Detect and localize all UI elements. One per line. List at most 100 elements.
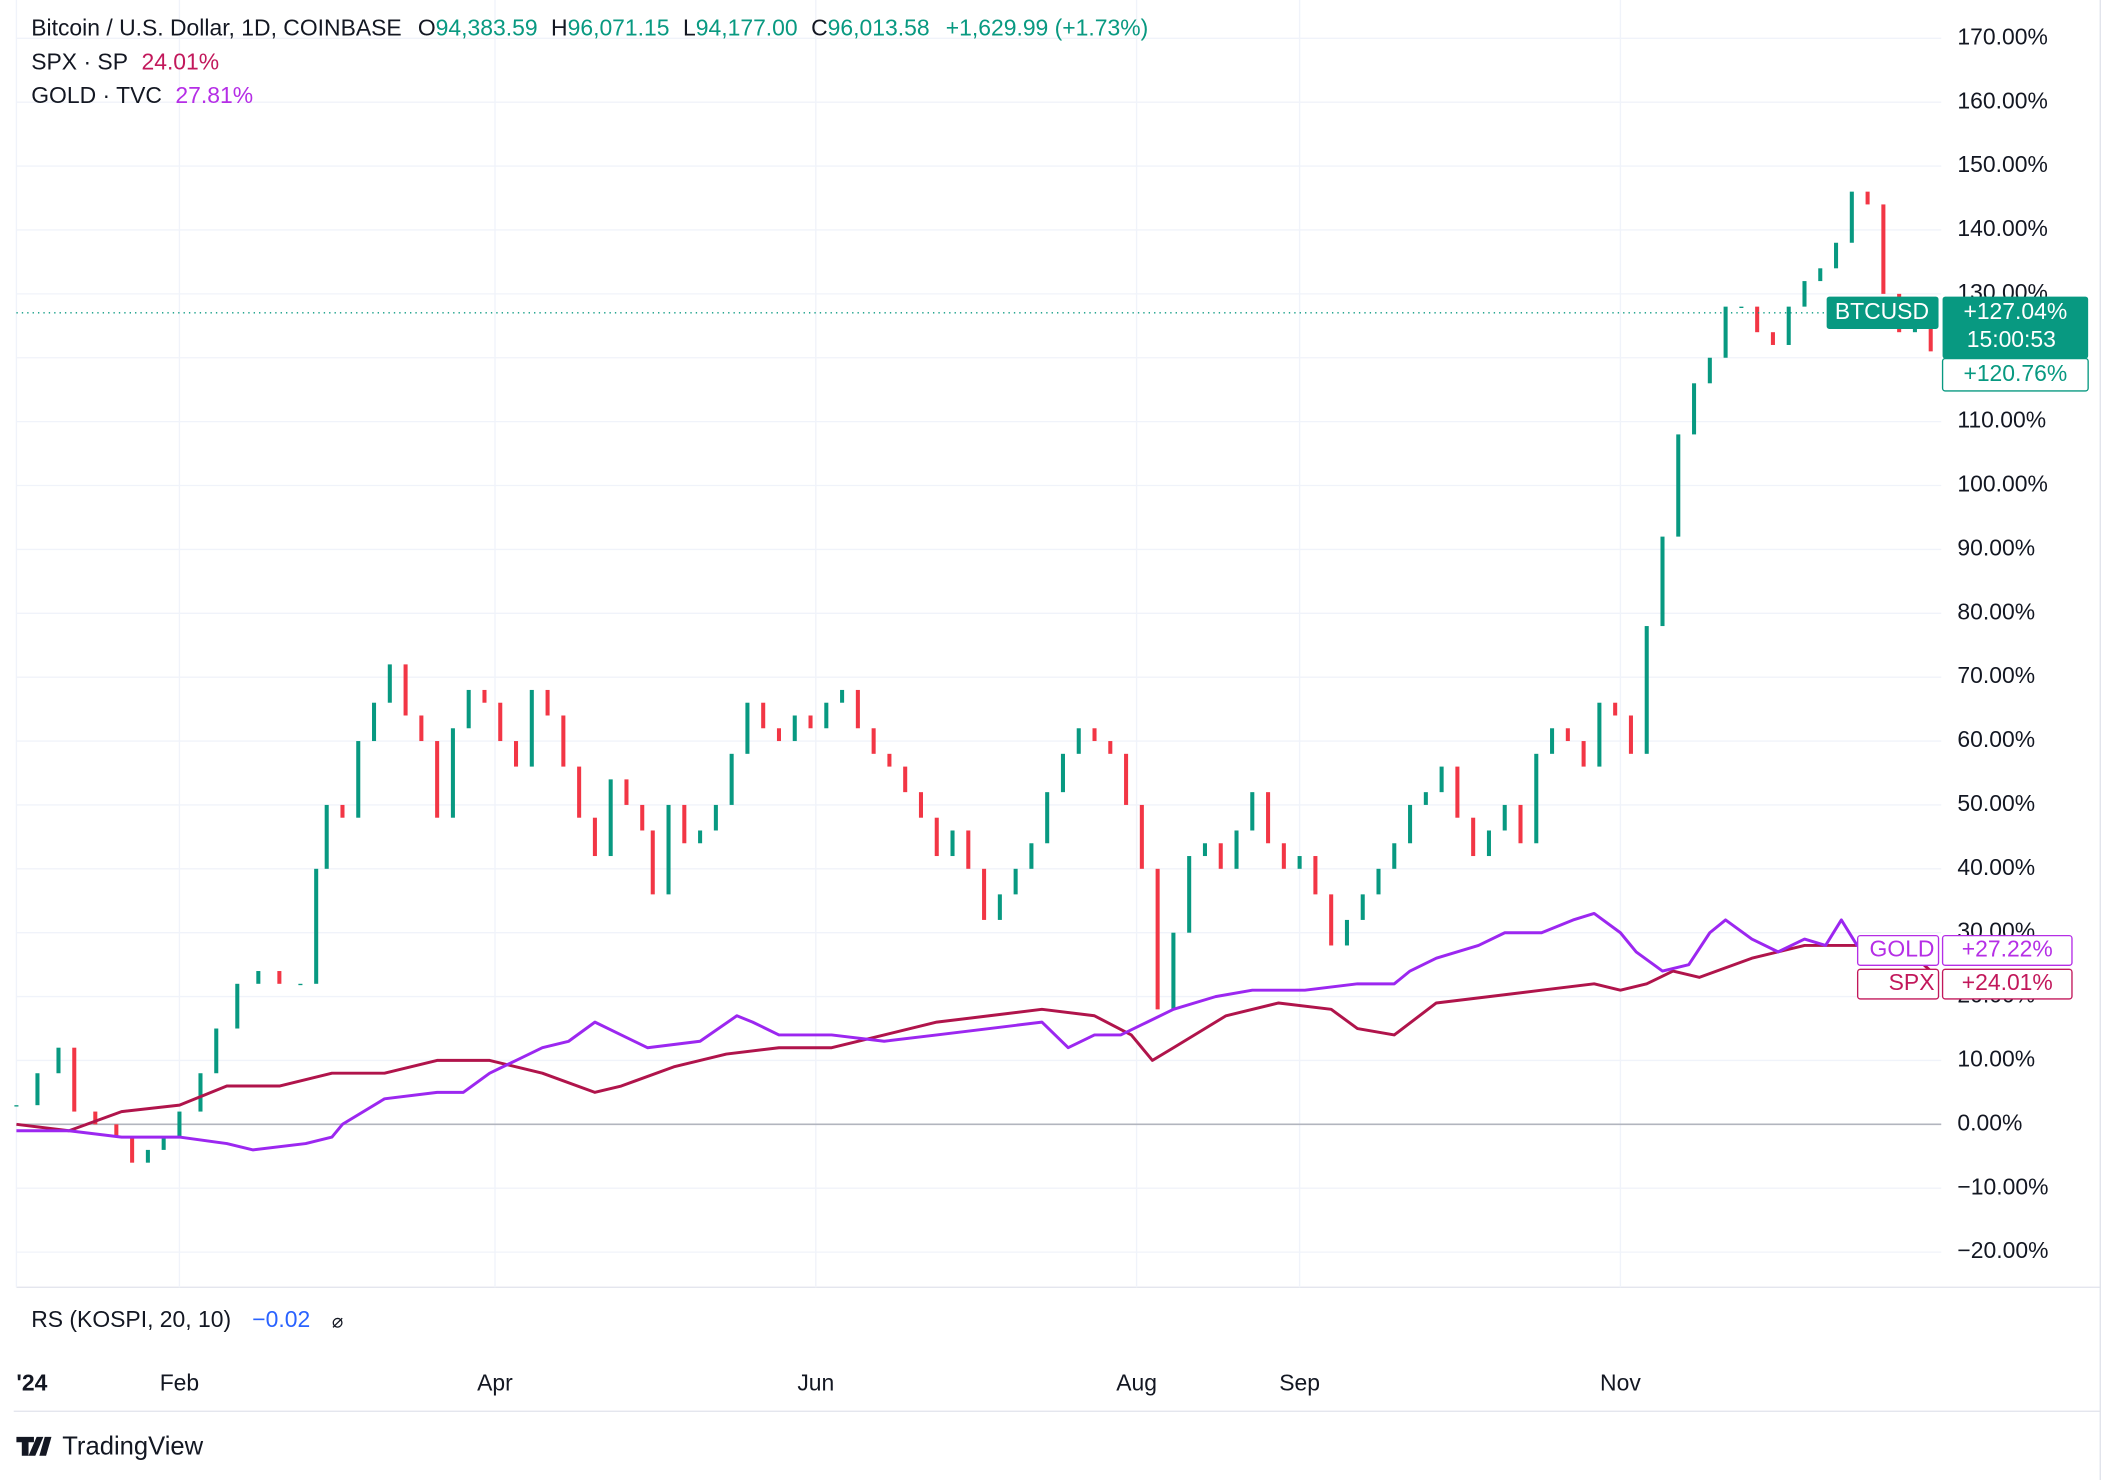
tag-box <box>1941 934 2073 966</box>
candle <box>177 1111 182 1138</box>
candle <box>1660 536 1665 627</box>
candle <box>1297 856 1302 869</box>
candle <box>514 741 519 767</box>
countdown: 15:00:53 <box>1967 326 2056 352</box>
candle <box>1534 753 1539 844</box>
x-tick-label: Jun <box>797 1369 834 1395</box>
brand-logo <box>16 1436 52 1456</box>
candle <box>887 753 892 767</box>
tag-name-box <box>1826 296 1939 329</box>
indicator-icon: ⌀ <box>332 1310 343 1331</box>
candle <box>1865 191 1870 205</box>
candle <box>608 779 613 857</box>
legend-symbol: SPX · SP <box>31 48 128 74</box>
candle <box>903 766 908 793</box>
candle <box>871 728 876 754</box>
candle <box>466 689 471 729</box>
candle <box>1439 766 1444 793</box>
candle <box>298 983 303 986</box>
series-line <box>16 911 1932 1152</box>
ohlc-key: C <box>811 15 828 41</box>
candle <box>1092 728 1097 742</box>
candle <box>419 715 424 742</box>
candle <box>1313 856 1318 895</box>
tag-box <box>1941 357 2089 392</box>
candle <box>729 753 734 805</box>
candle <box>1139 804 1144 869</box>
candle <box>624 779 629 805</box>
y-tick-label: 70.00% <box>1957 662 2035 688</box>
candle <box>1723 306 1728 358</box>
candle <box>640 804 645 831</box>
candle <box>498 702 503 742</box>
ohlc-value: 96,071.15 <box>568 15 670 41</box>
candle <box>982 868 987 920</box>
candle <box>561 715 566 767</box>
ohlc-key: H <box>551 15 568 41</box>
candle <box>1755 306 1760 333</box>
candle <box>1928 319 1933 352</box>
candle <box>808 715 813 729</box>
y-tick-label: −20.00% <box>1957 1237 2048 1263</box>
legend-entry: GOLD · TVC 27.81% <box>31 82 253 108</box>
candle <box>1518 804 1523 844</box>
candle <box>997 894 1002 920</box>
candle <box>1881 204 1886 294</box>
tag-value: +127.04% <box>1963 298 2067 324</box>
candle <box>650 830 655 895</box>
candle <box>1628 715 1633 754</box>
candle <box>918 792 923 818</box>
candle <box>72 1047 77 1112</box>
candle <box>14 1105 19 1107</box>
candle <box>1108 741 1113 754</box>
legend-entry: SPX · SP 24.01% <box>31 48 219 74</box>
candle <box>235 983 240 1029</box>
change: +1,629.99 (+1.73%) <box>946 15 1149 41</box>
tag-value: +24.01% <box>1962 969 2053 995</box>
candle <box>1392 843 1397 869</box>
legend-value: 24.01% <box>141 48 219 74</box>
series-line <box>16 937 1932 1133</box>
candle <box>1597 702 1602 767</box>
candle <box>1344 919 1349 946</box>
candle <box>1613 702 1618 716</box>
candle <box>387 664 392 703</box>
y-tick-label: 170.00% <box>1957 23 2047 49</box>
candle <box>1802 281 1807 307</box>
tag-name: BTCUSD <box>1835 298 1929 324</box>
y-tick-label: 100.00% <box>1957 471 2047 497</box>
candle <box>713 804 718 831</box>
candle <box>114 1124 119 1138</box>
candle <box>340 804 345 818</box>
ohlc-key: L <box>683 15 696 41</box>
candle <box>1550 728 1555 754</box>
candle <box>1171 932 1176 1010</box>
candle <box>934 817 939 857</box>
x-tick-label: Sep <box>1279 1369 1320 1395</box>
ohlc-key: O <box>418 15 436 41</box>
candle <box>824 702 829 729</box>
y-tick-label: −10.00% <box>1957 1173 2048 1199</box>
candle <box>1376 868 1381 895</box>
candle <box>776 728 781 742</box>
candle <box>214 1028 219 1074</box>
legend-value: 27.81% <box>175 82 253 108</box>
brand: TradingView <box>62 1432 203 1460</box>
tag-name: SPX <box>1889 969 1935 995</box>
candle <box>1502 804 1507 831</box>
y-tick-label: 150.00% <box>1957 151 2047 177</box>
y-tick-label: 110.00% <box>1957 407 2046 433</box>
candle <box>592 817 597 857</box>
candle <box>950 830 955 857</box>
candle <box>1692 383 1697 435</box>
candle <box>482 689 487 703</box>
ohlc-value: 96,013.58 <box>828 15 930 41</box>
indicator-value: −0.02 <box>252 1306 310 1332</box>
candle <box>1281 843 1286 869</box>
candle <box>324 804 329 869</box>
tag-name-box <box>1856 968 1940 1000</box>
candle <box>1471 817 1476 857</box>
candle <box>130 1137 135 1163</box>
